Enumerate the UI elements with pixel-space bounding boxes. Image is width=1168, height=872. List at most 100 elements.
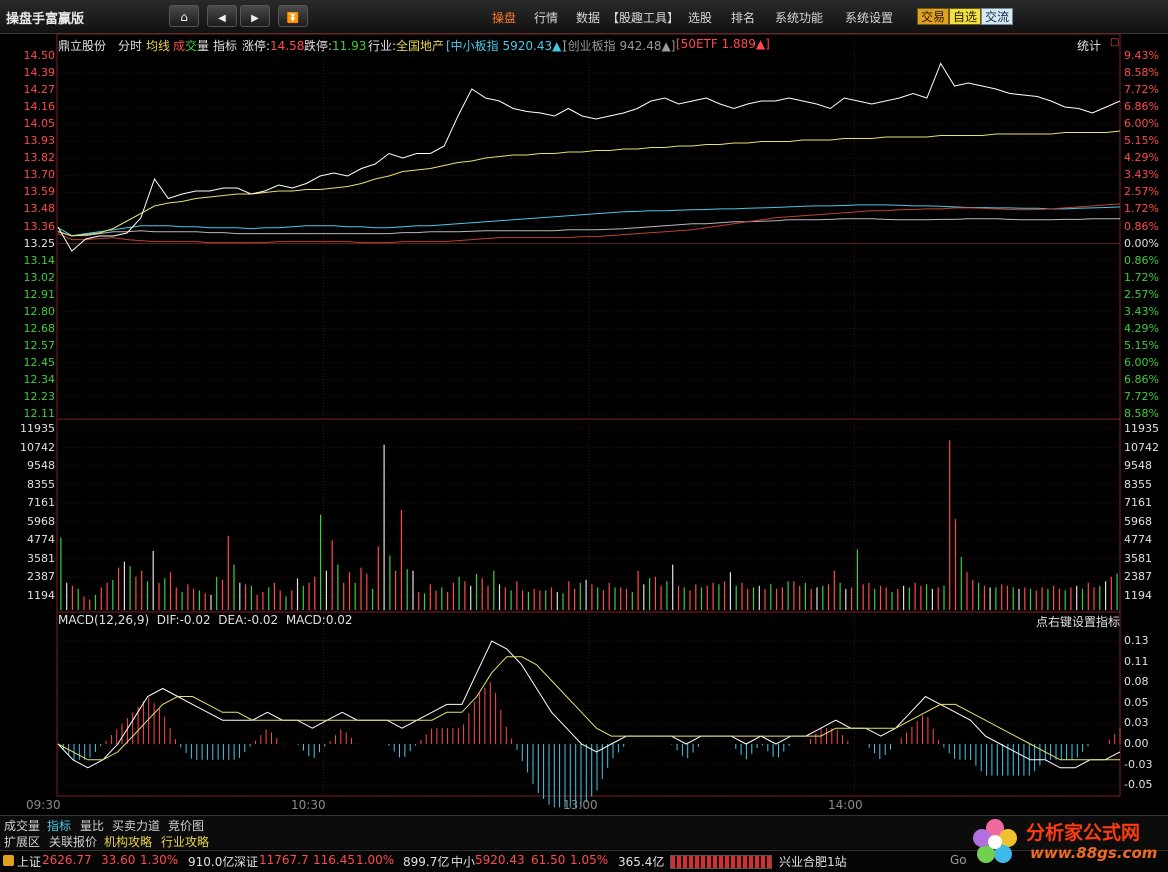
menu-paiming[interactable]: 排名 [731, 11, 756, 25]
tab-volume-bottom[interactable]: 成交量 [4, 819, 41, 833]
communicate-button[interactable]: 交流 [981, 8, 1014, 25]
menu-shuju[interactable]: 数据 [576, 11, 601, 25]
zx-pct: 1.05% [570, 853, 609, 867]
double-chevron-down-icon: ⏬ [286, 13, 300, 24]
volume-tick-label: 10742 [1124, 440, 1159, 454]
volume-tick-label: 3581 [27, 551, 55, 565]
next-button[interactable]: ▶ [240, 5, 270, 27]
prev-button[interactable]: ◀ [207, 5, 237, 27]
price-tick-label: 12.91 [23, 287, 56, 301]
intraday-chart[interactable] [0, 0, 1168, 815]
price-tick-label: 13.25 [23, 236, 56, 250]
corner-box-icon[interactable]: □ [1110, 37, 1120, 48]
macd-tick-label: 0.00 [1124, 737, 1149, 750]
status-bar: 上证 2626.77 33.60 1.30% 910.0亿 深证 11767.7… [0, 850, 1168, 872]
price-line [57, 62, 1121, 252]
industry[interactable]: 行业:全国地产 [368, 39, 445, 53]
price-tick-label: 12.80 [23, 304, 56, 318]
price-tick-label: 13.36 [23, 219, 56, 233]
app-title: 操盘手富赢版 [6, 12, 85, 27]
pct-tick-label: 6.00% [1124, 117, 1159, 131]
menu-xuangu[interactable]: 选股 [688, 11, 713, 25]
menu-system-functions[interactable]: 系统功能 [775, 11, 824, 25]
macd-dea: DEA:-0.02 [218, 613, 279, 627]
stat-button[interactable]: 统计 [1077, 39, 1102, 53]
home-icon: ⌂ [180, 10, 188, 24]
google-text: Go [950, 853, 967, 867]
market-breadth-bar [670, 855, 772, 869]
price-tick-label: 13.48 [23, 202, 56, 216]
index-chinext[interactable]: [创业板指 942.48▲] [563, 39, 676, 53]
watermark-url: www.88gs.com [1030, 844, 1158, 862]
zx-change: 61.50 [531, 853, 566, 867]
pct-tick-label: 2.57% [1124, 287, 1159, 301]
volume-tick-label: 11935 [1124, 422, 1159, 436]
menu-guqu-tools[interactable]: 【股趣工具】 [607, 11, 680, 25]
volume-tick-label: 9548 [27, 459, 55, 473]
tab-institution-strategy[interactable]: 机构攻略 [104, 835, 153, 849]
pct-tick-label: 5.15% [1124, 338, 1159, 352]
pct-tick-label: 1.72% [1124, 270, 1159, 284]
index-sme[interactable]: [中小板指 5920.43▲] [446, 39, 567, 53]
tab-industry-strategy[interactable]: 行业攻略 [161, 835, 210, 849]
price-tick-label: 12.57 [23, 338, 56, 352]
menu-caopan[interactable]: 操盘 [492, 11, 517, 25]
price-tick-label: 14.27 [23, 83, 56, 97]
index-line [57, 218, 1120, 237]
tab-auction-chart[interactable]: 竞价图 [168, 819, 205, 833]
watchlist-button[interactable]: 自选 [949, 8, 982, 25]
price-tick-label: 13.82 [23, 151, 56, 165]
limit-down: 跌停:11.93 [304, 39, 367, 53]
volume-tick-label: 8355 [27, 477, 55, 491]
volume-tick-label: 7161 [1124, 496, 1152, 510]
time-label-1300: 13:00 [563, 798, 598, 812]
tab-indicator-bottom[interactable]: 指标 [47, 819, 72, 833]
volume-tick-label: 5968 [1124, 514, 1152, 528]
tab-junxian[interactable]: 均线 [146, 39, 171, 53]
price-tick-label: 14.05 [23, 117, 56, 131]
macd-tick-label: 0.13 [1124, 634, 1149, 647]
volume-tick-label: 1194 [1124, 588, 1152, 602]
price-tick-label: 12.34 [23, 372, 56, 386]
pct-tick-label: 8.58% [1124, 66, 1159, 80]
tab-zhibiao[interactable]: 指标 [213, 39, 238, 53]
zx-value: 5920.43 [475, 853, 525, 867]
pct-tick-label: 8.58% [1124, 407, 1159, 421]
arrow-right-icon: ▶ [251, 13, 259, 24]
collapse-button[interactable]: ⏬ [278, 5, 308, 27]
macd-tick-label: -0.03 [1124, 757, 1153, 771]
sz-amount: 899.7亿 [403, 855, 450, 869]
tab-fenshi[interactable]: 分时 [118, 39, 143, 53]
price-tick-label: 13.02 [23, 270, 56, 284]
macd-tick-label: 0.11 [1124, 654, 1149, 668]
watermark-title: 分析家公式网 [1026, 822, 1141, 844]
pct-tick-label: 2.57% [1124, 185, 1159, 199]
tab-volume[interactable]: 成交量 [173, 39, 210, 53]
price-tick-label: 13.14 [23, 253, 56, 267]
extension-tabs: 扩展区 关联报价 机构攻略 行业攻略 [0, 833, 1168, 849]
volume-tick-label: 2387 [1124, 570, 1152, 584]
broker-site[interactable]: 兴业合肥1站 [779, 855, 847, 869]
price-tick-label: 12.23 [23, 390, 56, 403]
macd-legend: MACD(12,26,9) DIF:-0.02 DEA:-0.02 MACD:0… [58, 613, 353, 627]
avg-price-line [57, 130, 1121, 237]
tab-extension-area[interactable]: 扩展区 [4, 835, 41, 849]
tab-buy-sell-power[interactable]: 买卖力道 [112, 819, 161, 833]
message-icon[interactable] [3, 855, 14, 866]
time-label-1030: 10:30 [291, 798, 326, 812]
index-50etf[interactable]: [50ETF 1.889▲] [676, 37, 770, 51]
trade-button[interactable]: 交易 [917, 8, 950, 25]
menu-hangqing[interactable]: 行情 [534, 11, 559, 25]
pct-tick-label: 7.72% [1124, 83, 1159, 97]
pct-tick-label: 6.86% [1124, 372, 1159, 386]
menu-system-settings[interactable]: 系统设置 [845, 11, 894, 25]
macd-settings-hint[interactable]: 点右键设置指标 [1036, 615, 1121, 629]
home-button[interactable]: ⌂ [169, 5, 199, 27]
macd-bars [62, 682, 1121, 808]
tab-volume-ratio[interactable]: 量比 [80, 819, 105, 833]
sz-pct: 1.00% [356, 853, 395, 867]
pct-tick-label: 0.86% [1124, 253, 1159, 267]
price-tick-label: 13.70 [23, 168, 56, 182]
tab-related-quotes[interactable]: 关联报价 [49, 835, 98, 849]
pct-tick-label: 0.00% [1124, 236, 1159, 250]
